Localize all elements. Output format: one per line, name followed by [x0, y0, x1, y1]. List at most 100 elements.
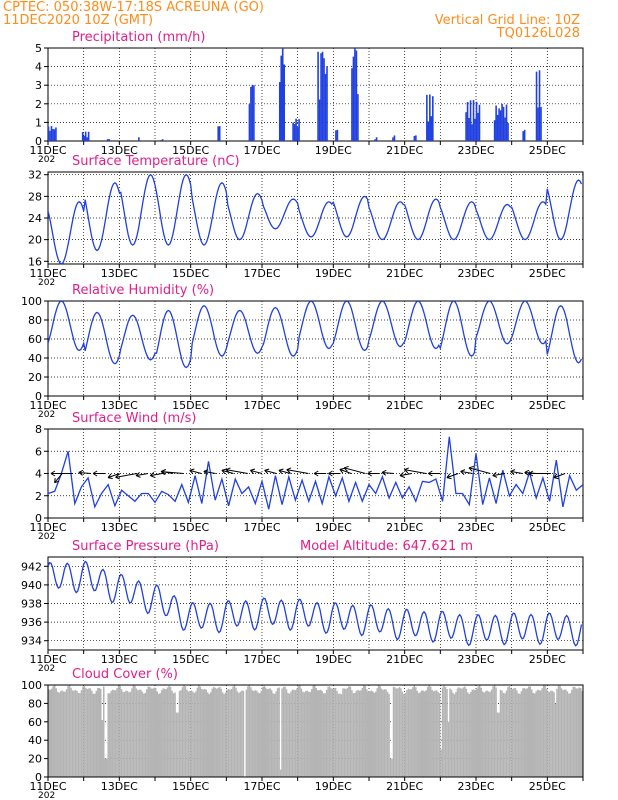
y-tick-label: 60 — [28, 333, 42, 346]
precip-bar — [415, 135, 417, 141]
wind-arrow-head — [78, 469, 84, 476]
cloud-bar — [536, 689, 539, 777]
wind-arrow-shaft — [404, 469, 427, 474]
cloud-bar — [207, 692, 209, 777]
cloud-bar — [306, 690, 309, 777]
cloud-bar — [220, 688, 222, 777]
cloud-bar — [513, 688, 515, 777]
precip-bars — [48, 48, 542, 141]
x-tick-label: 23DEC — [457, 653, 494, 666]
x-tick-label: 19DEC — [315, 267, 352, 280]
cloud-bar — [346, 687, 349, 777]
cloud-bar — [383, 689, 386, 777]
y-tick-label: 3 — [35, 79, 42, 92]
cloud-bar — [218, 686, 221, 777]
y-tick-label: 20 — [28, 234, 42, 247]
cloud-bar — [250, 687, 252, 777]
cloud-bar — [559, 685, 561, 777]
cloud-bar — [410, 689, 413, 777]
panel-title: Surface Pressure (hPa) — [72, 539, 219, 554]
x-tick-label: 15DEC — [172, 399, 209, 412]
x-tick-label: 23DEC — [457, 399, 494, 412]
cloud-bar — [132, 685, 135, 777]
cloud-bar — [61, 690, 63, 777]
wind-arrow-shaft — [135, 473, 148, 477]
cloud-bar — [49, 689, 51, 777]
cloud-bar — [468, 693, 471, 777]
cloud-bar — [553, 692, 555, 777]
cloud-bar — [110, 691, 112, 777]
cloud-bar — [478, 685, 481, 777]
cloud-bar — [404, 692, 407, 777]
cloud-bar — [168, 685, 170, 777]
cloud-bar — [331, 688, 334, 777]
cloud-bar — [59, 691, 62, 777]
cloud-bar — [498, 712, 500, 777]
x-tick-label: 15DEC — [172, 144, 209, 157]
precip-bar — [352, 56, 355, 141]
cloud-bar — [308, 691, 310, 777]
cloud-bar — [435, 690, 438, 777]
cloud-bar — [131, 688, 133, 777]
cloud-bar — [572, 686, 575, 777]
cloud-bar — [68, 685, 71, 777]
cloud-bar — [529, 686, 531, 777]
x-tick-label: 25DEC — [529, 144, 566, 157]
cloud-bar — [101, 719, 103, 777]
precip-bar — [427, 121, 430, 141]
cloud-bar — [459, 688, 462, 777]
x-tick-label: 11DEC — [29, 653, 66, 666]
cloud-bar — [428, 685, 430, 777]
cloud-bar — [85, 687, 87, 777]
cloud-bar — [251, 690, 254, 777]
cloud-bar — [352, 693, 355, 777]
cloud-bar — [563, 689, 566, 777]
cloud-bar — [489, 691, 491, 777]
wind-arrow-head — [428, 470, 433, 477]
precip-bar — [355, 50, 358, 141]
precip-bar — [52, 128, 54, 141]
wind-arrow-shaft — [203, 470, 216, 474]
cloud-bar — [137, 690, 139, 777]
cloud-bar — [163, 688, 166, 777]
wind-arrow-head — [460, 469, 466, 475]
precip-bar — [106, 139, 109, 141]
cloud-bar — [48, 689, 50, 777]
cloud-bar — [202, 689, 205, 777]
cloud-bar — [395, 688, 398, 777]
panel-5: 934 936 938 940 942 11DEC 13DEC 15DEC 17DEC 19DEC… — [21, 539, 584, 674]
cloud-bar — [62, 691, 65, 777]
cloud-bar — [452, 692, 454, 777]
cloud-bar — [83, 686, 86, 777]
cloud-bar — [345, 689, 347, 777]
header-code: TQ0126L028 — [496, 26, 580, 41]
cloud-bar — [123, 691, 126, 777]
precip-bar — [251, 85, 254, 141]
wind-arrow — [313, 470, 327, 477]
cloud-bar — [380, 688, 383, 777]
wind-arrow — [50, 470, 73, 477]
cloud-bar — [575, 688, 578, 777]
precip-bar — [474, 118, 476, 141]
cloud-bar — [357, 689, 359, 777]
cloud-bar — [511, 688, 514, 777]
x-tick-label: 13DEC — [101, 399, 138, 412]
x-tick-label: 11DEC — [29, 780, 66, 793]
cloud-bar — [438, 693, 441, 777]
cloud-bar — [98, 687, 101, 777]
cloud-bar — [128, 692, 130, 777]
wind-arrow-shaft — [344, 467, 366, 474]
precip-bar — [324, 73, 327, 141]
cloud-bar — [370, 690, 372, 777]
cloud-bar — [516, 690, 518, 777]
cloud-bar — [403, 694, 405, 777]
cloud-bar — [116, 687, 118, 777]
header-date: 11DEC2020 10Z (GMT) — [3, 13, 153, 28]
x-tick-label: 19DEC — [315, 399, 352, 412]
cloud-bar — [171, 690, 173, 777]
precip-bar — [505, 104, 508, 141]
precip-bar — [83, 135, 85, 141]
y-tick-label: 1 — [35, 116, 42, 129]
cloud-bar — [525, 688, 527, 777]
header-grid-line: Vertical Grid Line: 10Z — [435, 13, 580, 28]
